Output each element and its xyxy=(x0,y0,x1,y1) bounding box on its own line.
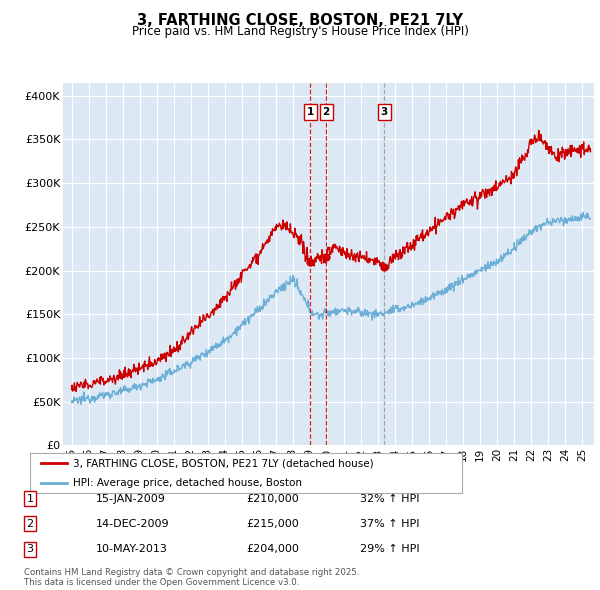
Text: 3, FARTHING CLOSE, BOSTON, PE21 7LY: 3, FARTHING CLOSE, BOSTON, PE21 7LY xyxy=(137,13,463,28)
Text: £210,000: £210,000 xyxy=(246,494,299,503)
Text: 3: 3 xyxy=(380,107,388,117)
Text: 1: 1 xyxy=(307,107,314,117)
Text: £204,000: £204,000 xyxy=(246,545,299,554)
Text: HPI: Average price, detached house, Boston: HPI: Average price, detached house, Bost… xyxy=(73,478,302,487)
Text: 37% ↑ HPI: 37% ↑ HPI xyxy=(360,519,419,529)
Text: Price paid vs. HM Land Registry's House Price Index (HPI): Price paid vs. HM Land Registry's House … xyxy=(131,25,469,38)
Text: 14-DEC-2009: 14-DEC-2009 xyxy=(96,519,170,529)
Text: 29% ↑ HPI: 29% ↑ HPI xyxy=(360,545,419,554)
Text: Contains HM Land Registry data © Crown copyright and database right 2025.
This d: Contains HM Land Registry data © Crown c… xyxy=(24,568,359,587)
Text: 15-JAN-2009: 15-JAN-2009 xyxy=(96,494,166,503)
Text: £215,000: £215,000 xyxy=(246,519,299,529)
Text: 32% ↑ HPI: 32% ↑ HPI xyxy=(360,494,419,503)
Text: 2: 2 xyxy=(322,107,330,117)
Text: 1: 1 xyxy=(26,494,34,503)
Text: 3: 3 xyxy=(26,545,34,554)
Text: 10-MAY-2013: 10-MAY-2013 xyxy=(96,545,168,554)
Text: 2: 2 xyxy=(26,519,34,529)
Text: 3, FARTHING CLOSE, BOSTON, PE21 7LY (detached house): 3, FARTHING CLOSE, BOSTON, PE21 7LY (det… xyxy=(73,458,374,468)
